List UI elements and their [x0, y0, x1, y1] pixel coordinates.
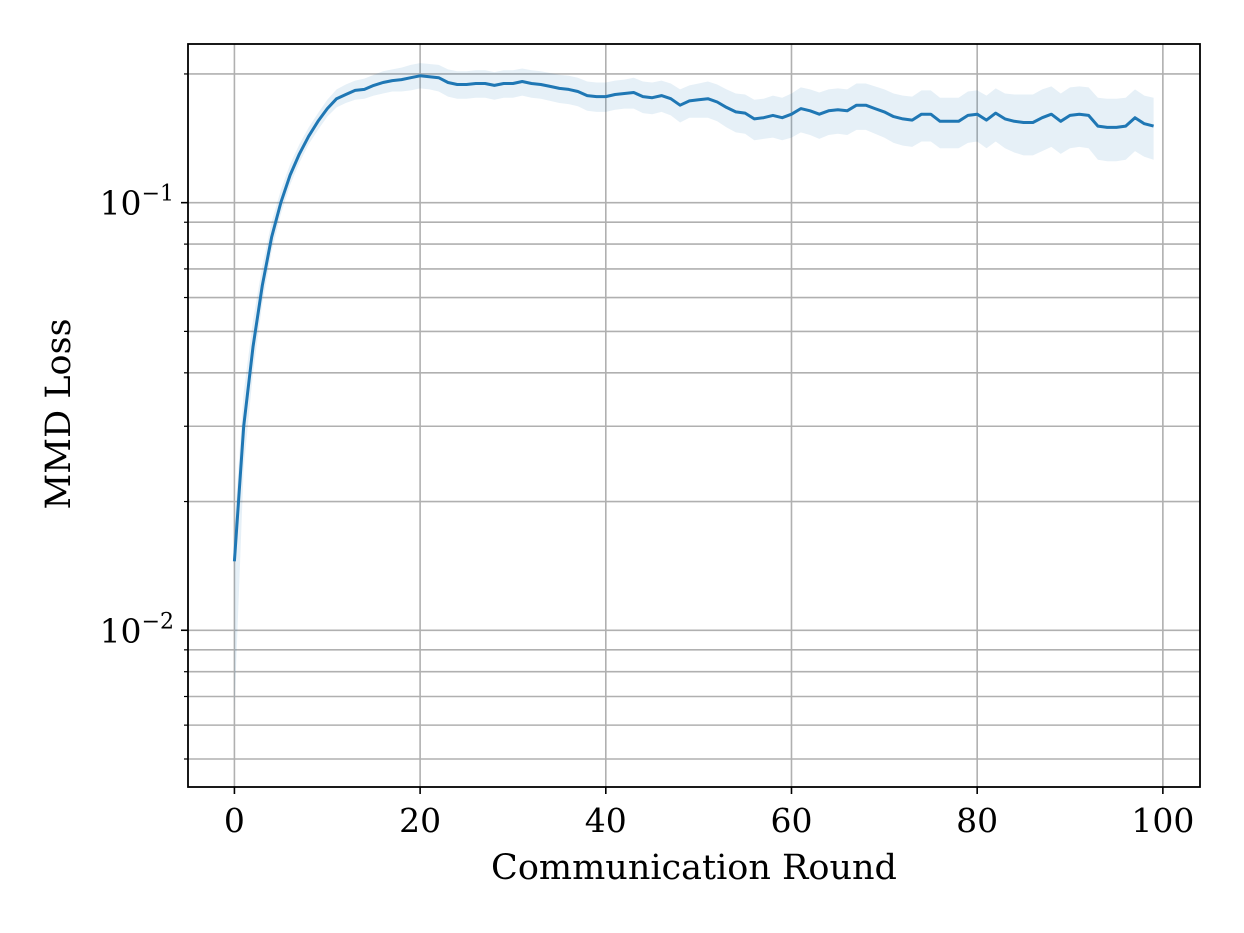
grid-lines — [188, 44, 1200, 787]
y-tick-label: 10−1 — [100, 182, 174, 223]
x-tick-label: 40 — [585, 801, 627, 840]
series-line-layer — [232, 74, 1154, 562]
x-tick-label: 60 — [770, 801, 812, 840]
y-tick-labels: 10−210−1 — [100, 182, 174, 651]
x-tick-labels: 0 20 40 60 80 100 — [224, 801, 1194, 840]
x-axis-label: Communication Round — [491, 848, 897, 888]
y-tick-label-exponent: −1 — [142, 182, 174, 207]
tick-marks — [181, 73, 1164, 794]
x-tick-label: 0 — [224, 801, 245, 840]
x-tick-label: 80 — [956, 801, 998, 840]
axes-frame — [187, 43, 1201, 788]
x-tick-label: 100 — [1131, 801, 1194, 840]
y-tick-label: 10−2 — [100, 609, 174, 650]
series-line — [232, 74, 1154, 562]
confidence-band-layer — [234, 63, 1154, 711]
y-tick-label-base: 10 — [100, 184, 142, 223]
series-confidence-band — [234, 63, 1154, 711]
y-tick-label-exponent: −2 — [142, 609, 174, 634]
y-axis-label: MMD Loss — [39, 318, 79, 509]
x-tick-label: 20 — [399, 801, 441, 840]
y-tick-label-base: 10 — [100, 611, 142, 650]
